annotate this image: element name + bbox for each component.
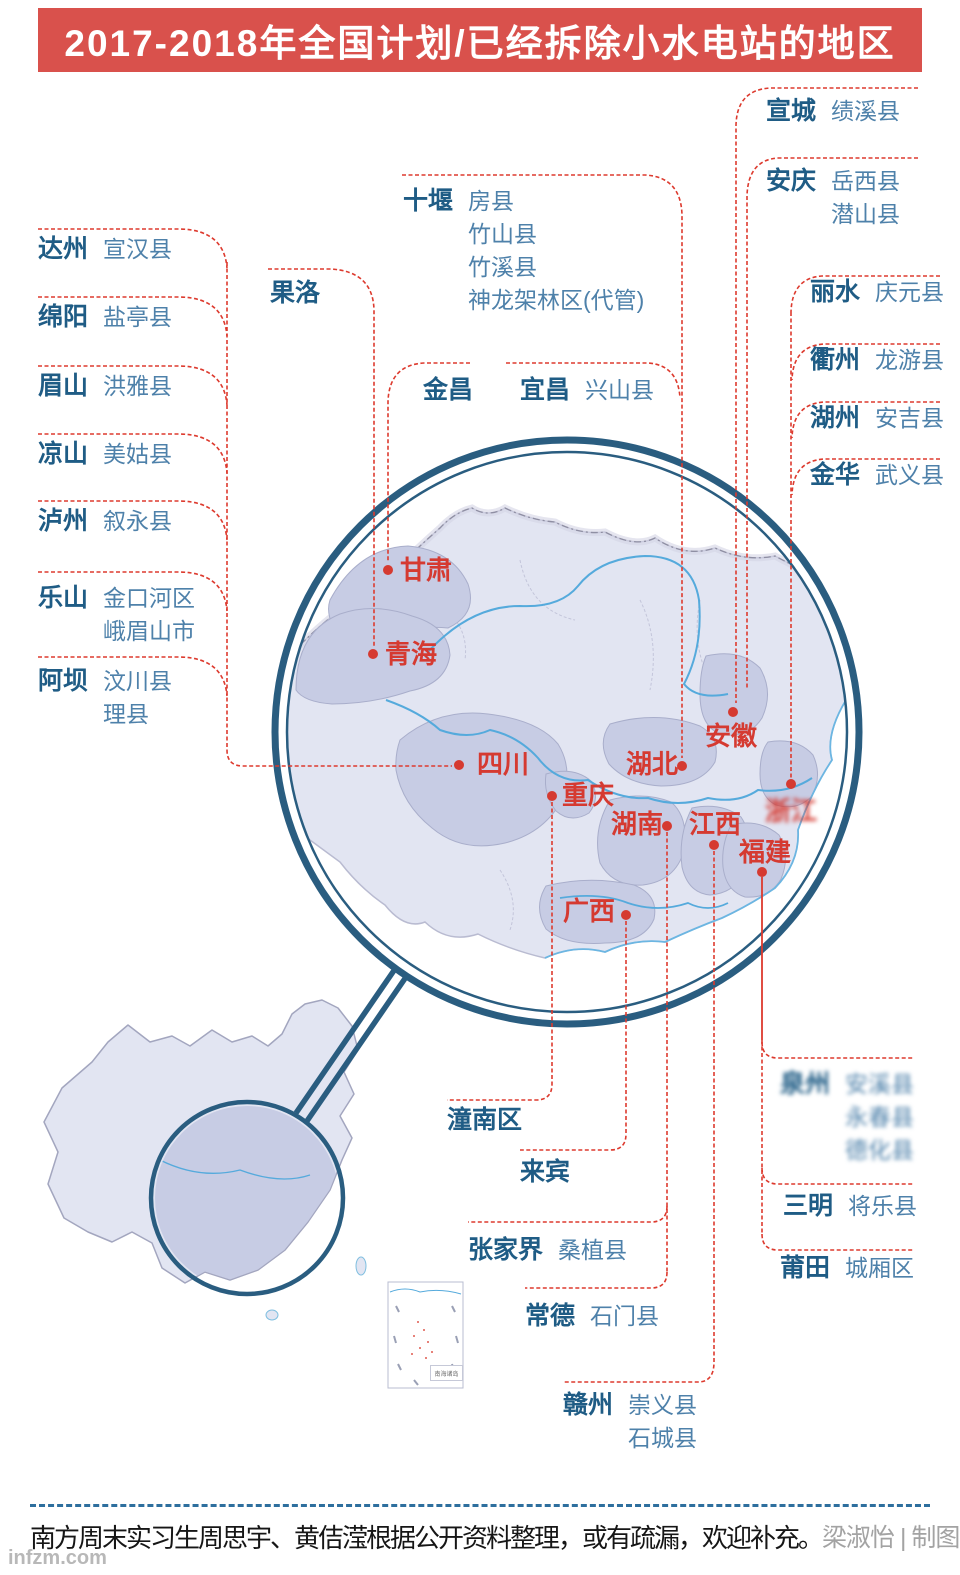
- footer-credit: 梁淑怡 | 制图: [822, 1524, 960, 1552]
- south-sea-inset-label: 南海诸岛: [430, 1365, 463, 1381]
- site-watermark: infzm.com: [8, 1547, 107, 1569]
- magnifier-handle: [293, 967, 409, 1123]
- overview-circle: [148, 1099, 346, 1297]
- china-overview-map: [43, 999, 367, 1321]
- magnified-map: [271, 436, 863, 1028]
- page-title: 2017-2018年全国计划/已经拆除小水电站的地区: [64, 23, 896, 64]
- title-banner: 2017-2018年全国计划/已经拆除小水电站的地区: [38, 8, 922, 72]
- footer-divider: [30, 1504, 930, 1507]
- leader-lines: [38, 87, 940, 1383]
- footer: 南方周末实习生周思宇、黄佶滢根据公开资料整理，或有疏漏，欢迎补充。 梁淑怡 | …: [30, 1518, 960, 1555]
- rivers: [385, 554, 813, 909]
- footer-note: 南方周末实习生周思宇、黄佶滢根据公开资料整理，或有疏漏，欢迎补充。: [30, 1523, 824, 1553]
